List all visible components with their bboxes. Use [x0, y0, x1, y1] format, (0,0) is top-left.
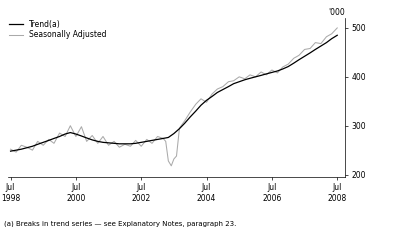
Legend: Trend(a), Seasonally Adjusted: Trend(a), Seasonally Adjusted [9, 19, 108, 40]
Text: '000: '000 [329, 7, 345, 17]
Text: (a) Breaks in trend series — see Explanatory Notes, paragraph 23.: (a) Breaks in trend series — see Explana… [4, 220, 236, 227]
